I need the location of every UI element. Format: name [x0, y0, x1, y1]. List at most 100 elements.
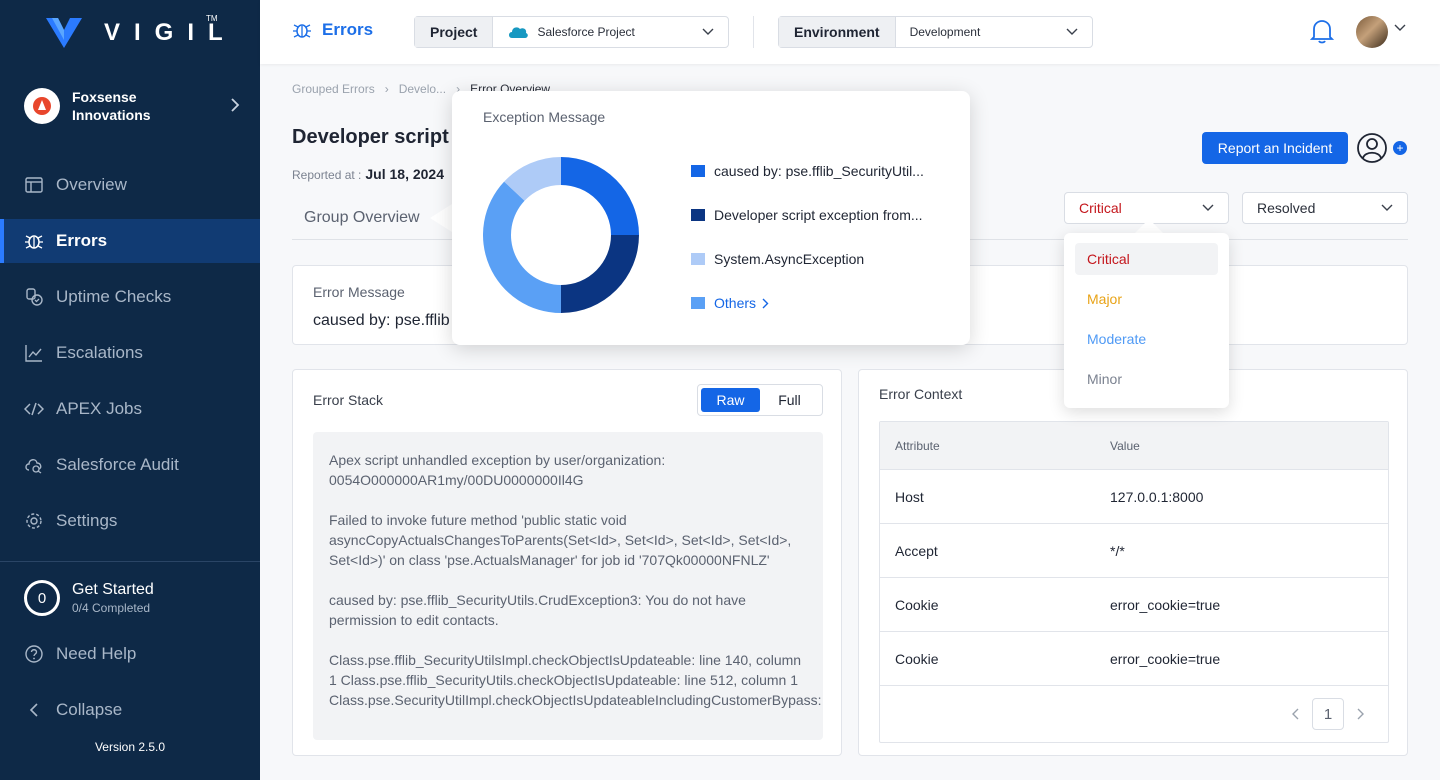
cell-value: 127.0.0.1:8000 [1110, 488, 1204, 505]
error-context-title: Error Context [879, 386, 963, 402]
topbar-divider [753, 16, 754, 48]
sidebar-nav: Overview Errors Uptime Checks Escalation… [0, 163, 260, 555]
cell-value: error_cookie=true [1110, 650, 1221, 667]
sidebar-item-salesforce-audit[interactable]: Salesforce Audit [0, 443, 260, 487]
chevron-down-icon [1381, 204, 1393, 211]
need-help-link[interactable]: Need Help [0, 632, 260, 676]
exception-donut-chart [483, 157, 639, 313]
sidebar-item-errors[interactable]: Errors [0, 219, 260, 263]
project-value: Salesforce Project [537, 25, 635, 39]
legend-item[interactable]: Developer script exception from... [691, 205, 924, 225]
breadcrumb-item[interactable]: Grouped Errors [292, 82, 375, 96]
legend-swatch [691, 253, 705, 265]
error-message-value: caused by: pse.fflib [313, 312, 450, 329]
error-message-label: Error Message [313, 284, 405, 300]
donut-slice[interactable] [561, 157, 639, 235]
sidebar-item-label: Errors [56, 231, 108, 250]
severity-value: Critical [1079, 200, 1122, 216]
collapse-button[interactable]: Collapse [0, 688, 260, 732]
overview-icon [24, 175, 44, 195]
topbar-title-text: Errors [322, 20, 374, 39]
legend-label: Others [714, 295, 757, 311]
assign-user-icon[interactable] [1356, 132, 1388, 164]
chevron-down-icon [1066, 28, 1078, 35]
get-started-subtitle: 0/4 Completed [72, 601, 151, 615]
full-toggle-button[interactable]: Full [778, 392, 801, 408]
sidebar-item-uptime-checks[interactable]: Uptime Checks [0, 275, 260, 319]
raw-toggle-button[interactable]: Raw [701, 388, 760, 412]
environment-value: Development [909, 25, 981, 39]
donut-slice[interactable] [483, 181, 561, 313]
breadcrumb-separator: › [456, 82, 461, 96]
environment-label: Environment [779, 17, 896, 47]
chevron-left-icon [24, 700, 44, 720]
chevron-right-icon [762, 298, 769, 308]
chart-icon [24, 343, 44, 363]
org-logo [24, 88, 60, 124]
severity-select[interactable]: Critical [1064, 192, 1229, 224]
stack-paragraph: Class.pse.fflib_SecurityUtilsImpl.checkO… [329, 652, 822, 708]
topbar: Errors Project Salesforce Project Enviro… [260, 0, 1440, 64]
legend-item[interactable]: caused by: pse.fflib_SecurityUtil... [691, 161, 924, 181]
severity-option-minor[interactable]: Minor [1087, 371, 1123, 387]
help-icon [24, 644, 44, 664]
error-stack-card: Error Stack Raw Full Apex script unhandl… [292, 369, 842, 756]
project-select[interactable]: Project Salesforce Project [414, 16, 729, 48]
severity-option-critical[interactable]: Critical [1075, 243, 1218, 275]
get-started[interactable]: 0 Get Started 0/4 Completed [24, 580, 154, 616]
error-stack-body[interactable]: Apex script unhandled exception by user/… [313, 432, 823, 740]
report-incident-button[interactable]: Report an Incident [1202, 132, 1348, 164]
brand-logo[interactable]: VIGIL TM [46, 14, 237, 48]
legend-label: caused by: pse.fflib_SecurityUtil... [714, 163, 924, 179]
chevron-down-icon [702, 28, 714, 35]
sidebar-lower: Need Help Collapse [0, 632, 260, 744]
org-switcher[interactable]: Foxsense Innovations [24, 88, 240, 124]
uptime-icon [24, 287, 44, 307]
severity-option-major[interactable]: Major [1087, 291, 1123, 307]
tab-group-overview[interactable]: Group Overview [304, 209, 420, 226]
chevron-left-icon[interactable] [1292, 708, 1300, 720]
breadcrumb-item[interactable]: Develo... [398, 82, 447, 96]
chevron-right-icon [230, 97, 240, 115]
get-started-title: Get Started [72, 581, 154, 598]
chevron-right-icon[interactable] [1356, 708, 1364, 720]
avatar[interactable] [1356, 16, 1388, 48]
sidebar-item-label: Overview [56, 175, 127, 194]
legend-others-link[interactable]: Others [691, 293, 924, 313]
org-name: Foxsense Innovations [72, 89, 151, 123]
severity-option-moderate[interactable]: Moderate [1087, 331, 1147, 347]
donut-slice[interactable] [504, 157, 561, 201]
app-version: Version 2.5.0 [94, 740, 166, 754]
page-number[interactable]: 1 [1312, 698, 1344, 730]
cell-attribute: Host [895, 488, 924, 505]
sidebar: VIGIL TM Foxsense Innovations Overview [0, 0, 260, 780]
sidebar-item-escalations[interactable]: Escalations [0, 331, 260, 375]
sidebar-item-apex-jobs[interactable]: APEX Jobs [0, 387, 260, 431]
sidebar-item-settings[interactable]: Settings [0, 499, 260, 543]
project-value-box[interactable]: Salesforce Project [493, 17, 728, 47]
environment-select[interactable]: Environment Development [778, 16, 1093, 48]
column-header-value: Value [1110, 438, 1140, 453]
bell-icon[interactable] [1310, 18, 1334, 44]
foxsense-logo-icon [33, 97, 51, 115]
legend-item[interactable]: System.AsyncException [691, 249, 924, 269]
cell-attribute: Cookie [895, 596, 939, 613]
sidebar-item-label: APEX Jobs [56, 399, 142, 418]
table-row: Accept */* [880, 524, 1388, 578]
donut-slice[interactable] [561, 235, 639, 313]
legend-label: Developer script exception from... [714, 207, 923, 223]
error-context-card: Error Context Attribute Value Host 127.0… [858, 369, 1408, 756]
salesforce-cloud-icon [509, 27, 529, 38]
sidebar-item-overview[interactable]: Overview [0, 163, 260, 207]
collapse-label: Collapse [56, 700, 123, 719]
gear-icon [24, 511, 44, 531]
chevron-down-icon[interactable] [1394, 24, 1406, 32]
status-select[interactable]: Resolved [1242, 192, 1408, 224]
cell-attribute: Cookie [895, 650, 939, 667]
environment-value-box[interactable]: Development [896, 17, 1092, 47]
code-icon [24, 399, 44, 419]
dropdown-caret [1135, 219, 1163, 233]
cell-value: error_cookie=true [1110, 596, 1221, 613]
add-assignee-icon[interactable]: + [1393, 141, 1407, 155]
